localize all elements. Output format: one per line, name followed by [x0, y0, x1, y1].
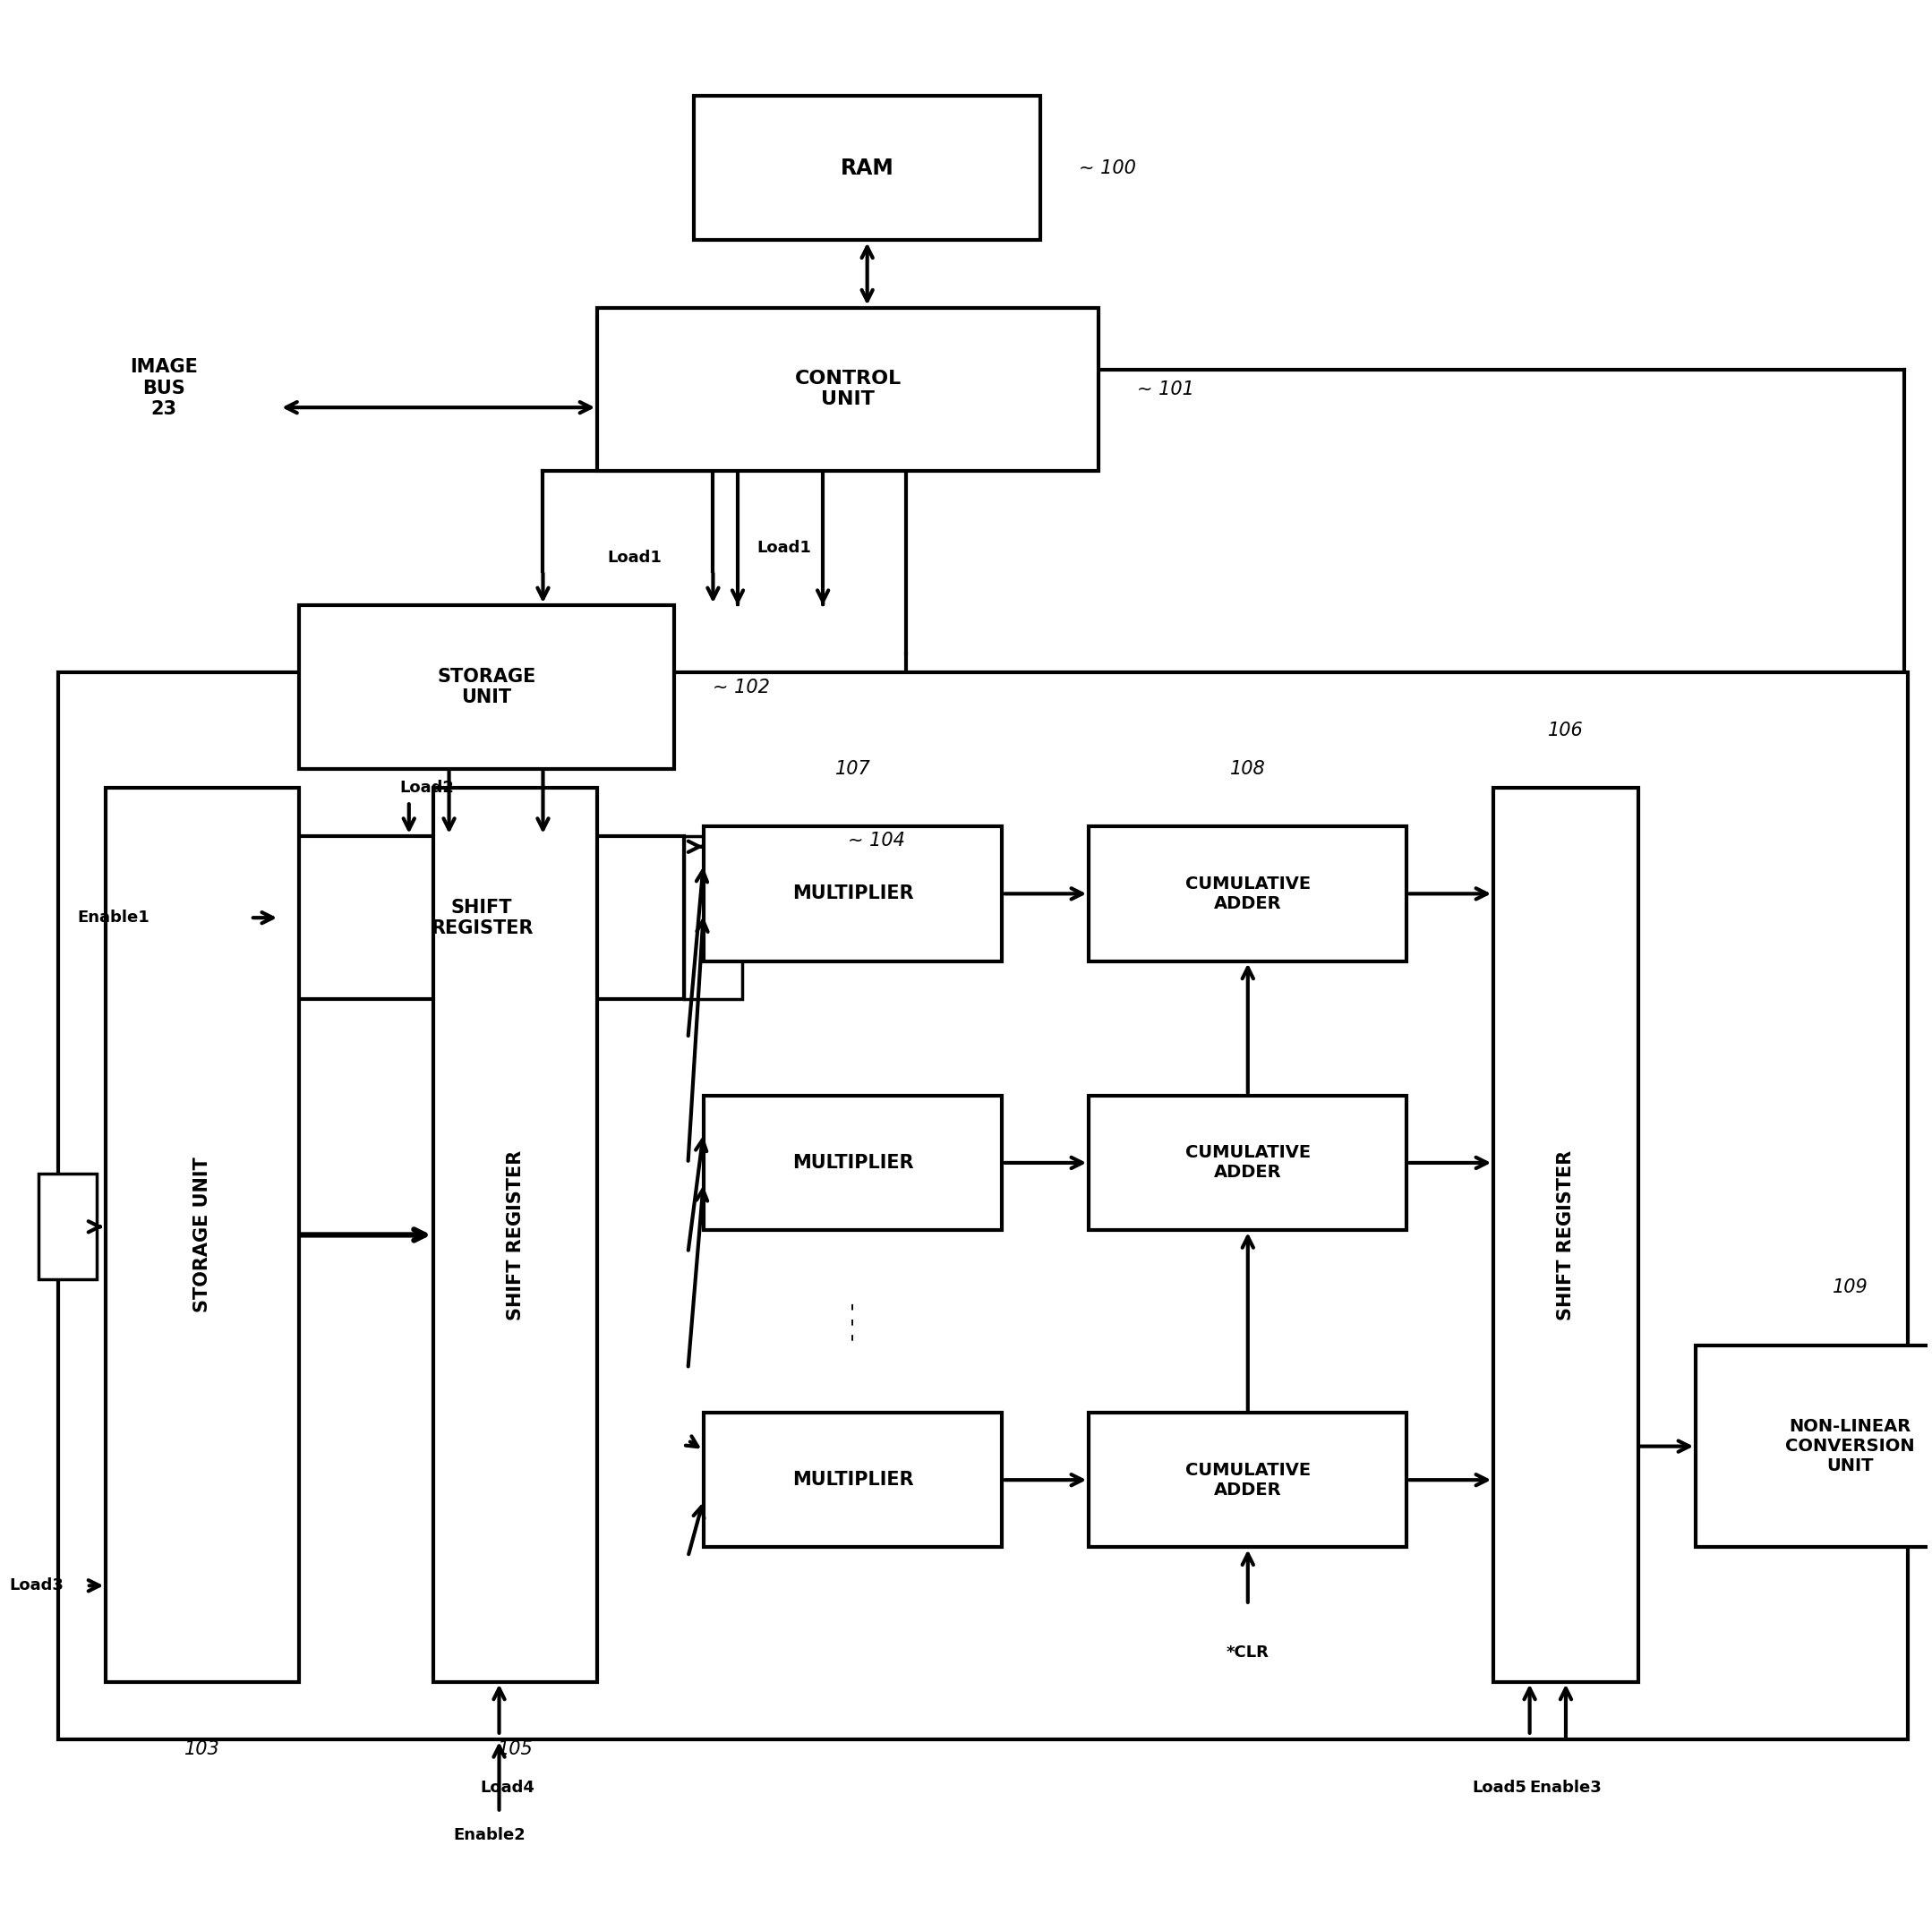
Text: CONTROL
UNIT: CONTROL UNIT — [794, 369, 902, 409]
FancyBboxPatch shape — [299, 605, 674, 769]
Text: Load5: Load5 — [1472, 1780, 1526, 1795]
Text: Load4: Load4 — [479, 1780, 535, 1795]
Text: SHIFT REGISTER: SHIFT REGISTER — [1557, 1149, 1575, 1320]
FancyBboxPatch shape — [280, 836, 684, 999]
Text: Load3: Load3 — [10, 1578, 64, 1593]
FancyBboxPatch shape — [703, 826, 1003, 961]
FancyBboxPatch shape — [1090, 826, 1406, 961]
Text: Enable2: Enable2 — [454, 1828, 526, 1843]
Text: STORAGE
UNIT: STORAGE UNIT — [437, 667, 535, 707]
FancyBboxPatch shape — [1696, 1345, 1932, 1547]
Text: SHIFT REGISTER: SHIFT REGISTER — [506, 1149, 524, 1320]
FancyBboxPatch shape — [39, 1174, 97, 1280]
Text: 105: 105 — [498, 1739, 533, 1759]
Text: 108: 108 — [1231, 759, 1265, 778]
Text: STORAGE UNIT: STORAGE UNIT — [193, 1157, 211, 1313]
Text: Load1: Load1 — [607, 550, 661, 565]
Text: *CLR: *CLR — [1227, 1645, 1269, 1661]
FancyBboxPatch shape — [433, 788, 597, 1682]
FancyBboxPatch shape — [106, 788, 299, 1682]
FancyBboxPatch shape — [1090, 1096, 1406, 1230]
Text: ~ 100: ~ 100 — [1080, 160, 1136, 177]
FancyBboxPatch shape — [684, 836, 742, 999]
Text: CUMULATIVE
ADDER: CUMULATIVE ADDER — [1184, 1461, 1310, 1499]
Text: MULTIPLIER: MULTIPLIER — [792, 1470, 914, 1490]
Text: MULTIPLIER: MULTIPLIER — [792, 884, 914, 903]
FancyBboxPatch shape — [597, 308, 1099, 471]
Text: 109: 109 — [1832, 1278, 1868, 1297]
Text: Enable1: Enable1 — [77, 909, 149, 926]
Text: Load2: Load2 — [400, 780, 454, 796]
FancyBboxPatch shape — [58, 673, 1909, 1739]
Text: ~ 101: ~ 101 — [1138, 381, 1194, 398]
Text: RAM: RAM — [840, 158, 895, 179]
Text: ~ 102: ~ 102 — [713, 678, 771, 696]
Text: 103: 103 — [185, 1739, 220, 1759]
Text: Load1: Load1 — [757, 540, 811, 555]
FancyBboxPatch shape — [703, 1413, 1003, 1547]
Text: CUMULATIVE
ADDER: CUMULATIVE ADDER — [1184, 1144, 1310, 1182]
Text: 107: 107 — [835, 759, 871, 778]
Text: 106: 106 — [1548, 721, 1584, 740]
FancyBboxPatch shape — [1090, 1413, 1406, 1547]
Text: Enable3: Enable3 — [1530, 1780, 1602, 1795]
Text: SHIFT
REGISTER: SHIFT REGISTER — [431, 898, 533, 938]
FancyBboxPatch shape — [703, 1096, 1003, 1230]
Text: - - -: - - - — [842, 1301, 864, 1342]
Text: MULTIPLIER: MULTIPLIER — [792, 1153, 914, 1172]
FancyBboxPatch shape — [1493, 788, 1638, 1682]
Text: ~ 104: ~ 104 — [848, 832, 904, 850]
Text: IMAGE
BUS
23: IMAGE BUS 23 — [129, 359, 197, 417]
FancyBboxPatch shape — [694, 96, 1041, 240]
Text: NON-LINEAR
CONVERSION
UNIT: NON-LINEAR CONVERSION UNIT — [1785, 1418, 1915, 1474]
Text: CUMULATIVE
ADDER: CUMULATIVE ADDER — [1184, 875, 1310, 913]
